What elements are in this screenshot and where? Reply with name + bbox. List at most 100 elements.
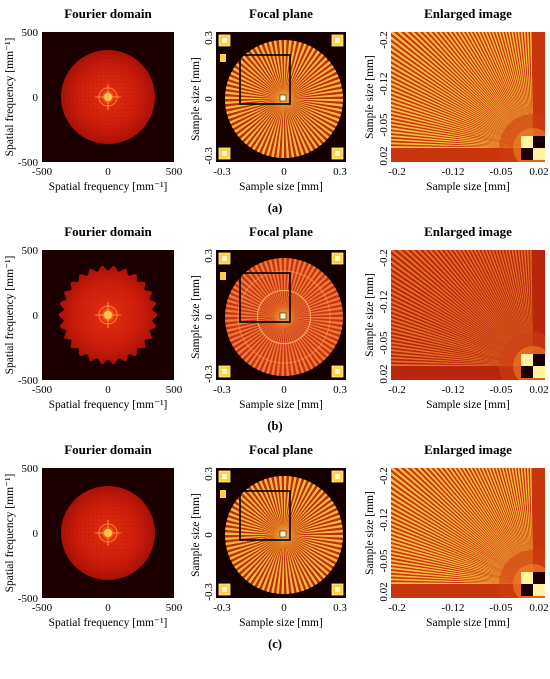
focal-y-tick: 0.3: [203, 467, 215, 481]
focal-panel: -0.3 0 0.3 0.3 0 -0.3 Focal plane Sample size […: [190, 224, 347, 411]
enlarged-x-tick: -0.05: [490, 166, 513, 178]
fourier-y-tick: -500: [18, 593, 39, 605]
fourier-title: Fourier domain: [64, 224, 152, 239]
fourier-x-tick: 500: [166, 384, 183, 396]
enlarged-y-tick: -0.12: [378, 291, 390, 314]
enlarged-center-mark: [521, 136, 545, 160]
enlarged-panel: -0.2 -0.12 -0.05 0.02-0.2-0.12-0.050.02Enla…: [364, 442, 549, 629]
enlarged-y-tick: 0.02: [378, 582, 390, 601]
focal-y-tick: -0.3: [203, 365, 215, 383]
enlarged-panel: -0.2 -0.12 -0.05 0.02-0.2-0.12-0.050.02Enla…: [364, 224, 549, 411]
zoom-region-box: [239, 490, 291, 541]
fourier-x-tick: 0: [105, 166, 111, 178]
fourier-panel: -500 0 500 500 0 -500 Fourier domain Spatial fr…: [4, 224, 183, 411]
enlarged-title: Enlarged image: [424, 224, 512, 239]
focal-x-tick: 0: [281, 384, 287, 396]
focal-panel: -0.3 0 0.3 0.3 0 -0.3 Focal plane Sample size […: [190, 6, 347, 193]
focal-y-label: Sample size [mm]: [190, 57, 202, 141]
enlarged-x-tick: -0.12: [442, 166, 465, 178]
fourier-x-tick: 0: [105, 602, 111, 614]
focal-x-tick: -0.3: [213, 602, 231, 614]
enlarged-y-tick: -0.2: [378, 249, 390, 266]
side-marker: [220, 272, 226, 280]
focal-x-tick: 0: [281, 166, 287, 178]
focal-x-label: Sample size [mm]: [239, 617, 323, 629]
subfigure-caption: (a): [268, 201, 283, 215]
enlarged-title: Enlarged image: [424, 442, 512, 457]
fourier-x-tick: 0: [105, 384, 111, 396]
enlarged-y-label: Sample size [mm]: [364, 491, 376, 575]
focal-title: Focal plane: [249, 6, 313, 21]
enlarged-x-tick: -0.05: [490, 602, 513, 614]
enlarged-y-tick: -0.2: [378, 467, 390, 484]
center-mark: [279, 312, 287, 320]
focal-x-label: Sample size [mm]: [239, 399, 323, 411]
focal-x-label: Sample size [mm]: [239, 181, 323, 193]
fourier-y-tick: 0: [33, 310, 39, 322]
fourier-x-tick: -500: [32, 384, 53, 396]
enlarged-center-mark: [521, 572, 545, 596]
enlarged-y-tick: -0.12: [378, 73, 390, 96]
focal-x-tick: 0.3: [333, 166, 347, 178]
focal-panel: -0.3 0 0.3 0.3 0 -0.3 Focal plane Sample size […: [190, 442, 347, 629]
enlarged-x-tick: -0.2: [388, 384, 405, 396]
fourier-y-label: Spatial frequency [mm⁻¹]: [4, 38, 16, 157]
fourier-x-tick: 500: [166, 166, 183, 178]
enlarged-x-label: Sample size [mm]: [426, 399, 510, 411]
focal-x-tick: -0.3: [213, 384, 231, 396]
fourier-x-tick: -500: [32, 602, 53, 614]
enlarged-x-tick: -0.2: [388, 166, 405, 178]
focal-y-label: Sample size [mm]: [190, 275, 202, 359]
enlarged-y-tick: -0.12: [378, 509, 390, 532]
center-mark: [279, 94, 287, 102]
enlarged-x-tick: -0.05: [490, 384, 513, 396]
zoom-region-box: [239, 54, 291, 105]
fourier-y-tick: -500: [18, 375, 39, 387]
focal-x-tick: 0: [281, 602, 287, 614]
enlarged-y-label: Sample size [mm]: [364, 273, 376, 357]
focal-title: Focal plane: [249, 224, 313, 239]
focal-y-tick: 0: [203, 314, 215, 320]
enlarged-title: Enlarged image: [424, 6, 512, 21]
fourier-panel: -500 0 500 500 0 -500 Fourier domain Spatial fr…: [4, 442, 183, 629]
fourier-title: Fourier domain: [64, 6, 152, 21]
focal-y-tick: 0: [203, 532, 215, 538]
enlarged-x-label: Sample size [mm]: [426, 181, 510, 193]
fourier-y-label: Spatial frequency [mm⁻¹]: [4, 256, 16, 375]
enlarged-x-tick: 0.02: [529, 384, 548, 396]
fourier-y-tick: -500: [18, 157, 39, 169]
focal-y-label: Sample size [mm]: [190, 493, 202, 577]
focal-y-tick: 0.3: [203, 31, 215, 45]
enlarged-y-tick: -0.05: [378, 113, 390, 136]
fourier-title: Fourier domain: [64, 442, 152, 457]
enlarged-x-tick: -0.12: [442, 602, 465, 614]
fourier-x-tick: 500: [166, 602, 183, 614]
focal-title: Focal plane: [249, 442, 313, 457]
enlarged-x-label: Sample size [mm]: [426, 617, 510, 629]
fourier-y-tick: 0: [33, 92, 39, 104]
enlarged-y-label: Sample size [mm]: [364, 55, 376, 139]
side-marker: [220, 490, 226, 498]
focal-x-tick: 0.3: [333, 384, 347, 396]
enlarged-y-tick: -0.05: [378, 331, 390, 354]
focal-y-tick: 0: [203, 96, 215, 102]
fourier-y-tick: 500: [22, 27, 39, 39]
enlarged-y-tick: 0.02: [378, 364, 390, 383]
enlarged-center-mark: [521, 354, 545, 378]
enlarged-x-tick: 0.02: [529, 166, 548, 178]
focal-x-tick: -0.3: [213, 166, 231, 178]
enlarged-x-tick: -0.2: [388, 602, 405, 614]
zoom-region-box: [239, 272, 291, 323]
figure-row-a: -500 0 500 500 0 -500 Fourier domain Spatial fr…: [4, 6, 549, 215]
enlarged-x-tick: 0.02: [529, 602, 548, 614]
fourier-sample-grid: [64, 53, 154, 143]
focal-y-tick: -0.3: [203, 147, 215, 165]
fourier-panel: -500 0 500 500 0 -500 Fourier domain Spatial fr…: [4, 6, 183, 193]
subfigure-caption: (b): [267, 419, 282, 433]
enlarged-y-tick: -0.05: [378, 549, 390, 572]
enlarged-y-tick: -0.2: [378, 31, 390, 48]
center-mark: [279, 530, 287, 538]
subfigure-caption: (c): [268, 637, 282, 651]
figure-row-c: -500 0 500 500 0 -500 Fourier domain Spatial fr…: [4, 442, 549, 651]
